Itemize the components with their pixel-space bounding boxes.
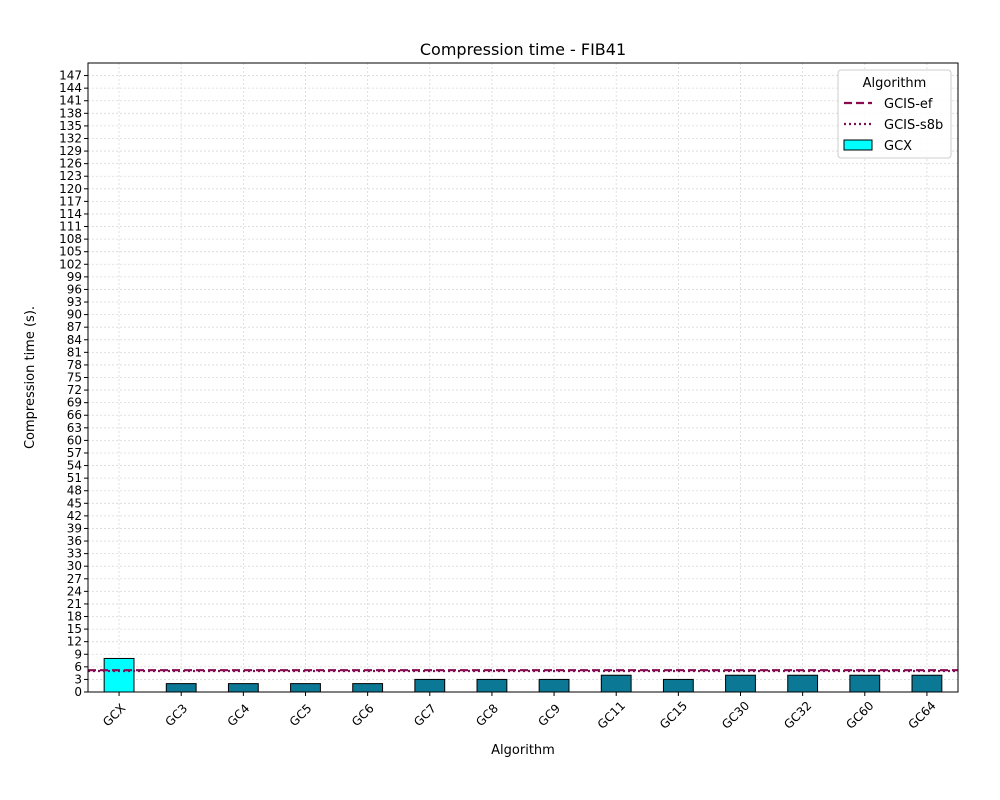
y-tick-label: 78: [67, 358, 82, 372]
y-tick-label: 99: [67, 270, 82, 284]
y-tick-label: 45: [67, 496, 82, 510]
legend-swatch: [843, 139, 873, 151]
x-tick-label: GCX: [100, 701, 128, 729]
x-tick-label: GC5: [287, 701, 315, 729]
x-tick-label: GC9: [535, 701, 563, 729]
y-tick-label: 114: [59, 207, 82, 221]
x-tick-label: GC3: [162, 701, 190, 729]
y-tick-label: 123: [59, 169, 82, 183]
y-tick-label: 132: [59, 131, 82, 145]
bar-gc30: [725, 674, 756, 693]
y-tick-label: 0: [74, 685, 82, 699]
legend-label: GCIS-s8b: [884, 118, 943, 133]
y-tick-label: 12: [67, 635, 82, 649]
y-tick-label: 18: [67, 610, 82, 624]
y-tick-label: 120: [59, 182, 82, 196]
x-tick-label: GC4: [225, 701, 253, 729]
y-tick-label: 84: [67, 333, 82, 347]
y-tick-label: 42: [67, 509, 82, 523]
bar-gc15: [662, 678, 694, 693]
y-tick-label: 9: [74, 647, 82, 661]
bar-gc9: [538, 678, 570, 693]
grid-lines: [88, 63, 958, 693]
plot-frame: [87, 62, 959, 693]
y-tick-label: 69: [67, 396, 82, 410]
x-tick-label: GC15: [657, 699, 690, 732]
y-tick-label: 3: [74, 672, 82, 686]
x-axis-ticks: GCX GC3 GC4 GC5 GC6 GC7 GC8 GC9 GC11 GC15 GC30 GC32…: [100, 692, 939, 732]
x-tick-label: GC30: [719, 699, 752, 732]
bars: [103, 657, 943, 693]
bar-gc7: [414, 678, 446, 693]
y-tick-label: 66: [67, 408, 82, 422]
bar-gc60: [849, 674, 881, 693]
y-tick-label: 21: [67, 597, 82, 611]
bar-gcx: [103, 657, 135, 693]
legend-title: Algorithm: [863, 76, 927, 91]
y-tick-label: 36: [67, 534, 82, 548]
y-tick-label: 54: [67, 459, 82, 473]
y-tick-label: 93: [67, 295, 82, 309]
y-tick-label: 147: [59, 69, 82, 83]
y-tick-label: 90: [67, 308, 82, 322]
bar-gc5: [290, 683, 321, 693]
y-tick-label: 72: [67, 383, 82, 397]
y-tick-label: 15: [67, 622, 82, 636]
y-tick-label: 96: [67, 282, 82, 296]
y-tick-label: 108: [59, 232, 82, 246]
x-tick-label: GC32: [781, 699, 814, 732]
x-tick-label: GC60: [843, 699, 876, 732]
legend-label: GCIS-ef: [884, 97, 933, 112]
y-tick-label: 6: [74, 660, 82, 674]
y-axis-ticks: 0369121518212427303336394245485154576063…: [59, 69, 88, 699]
chart-title: Compression time - FIB41: [420, 40, 626, 59]
y-tick-label: 51: [67, 471, 82, 485]
bar-gc64: [911, 674, 943, 693]
bar-gc11: [600, 674, 632, 693]
y-tick-label: 75: [67, 371, 82, 385]
y-tick-label: 126: [59, 157, 82, 171]
x-tick-label: GC7: [411, 701, 439, 729]
x-tick-label: GC8: [473, 701, 501, 729]
y-tick-label: 24: [67, 584, 82, 598]
bar-gc4: [227, 683, 259, 693]
y-tick-label: 129: [59, 144, 82, 158]
y-tick-label: 33: [67, 547, 82, 561]
y-tick-label: 27: [67, 572, 82, 586]
legend-label: GCX: [884, 139, 912, 154]
y-tick-label: 87: [67, 320, 82, 334]
y-tick-label: 81: [67, 345, 82, 359]
y-tick-label: 117: [59, 194, 82, 208]
y-tick-label: 144: [59, 81, 82, 95]
y-tick-label: 57: [67, 446, 82, 460]
y-tick-label: 135: [59, 119, 82, 133]
x-axis-title: Algorithm: [491, 743, 555, 758]
y-tick-label: 102: [59, 257, 82, 271]
y-tick-label: 48: [67, 484, 82, 498]
legend: Algorithm GCIS-ef GCIS-s8b GCX: [837, 69, 952, 159]
bar-gc3: [165, 683, 197, 693]
bar-gc8: [476, 678, 508, 693]
y-tick-label: 111: [59, 220, 82, 234]
y-tick-label: 60: [67, 433, 82, 447]
bar-gc32: [787, 674, 819, 693]
y-tick-label: 138: [59, 106, 82, 120]
x-tick-label: GC6: [349, 701, 377, 729]
legend-frame: [837, 69, 952, 159]
x-tick-label: GC64: [905, 699, 938, 732]
bar-gc6: [352, 683, 384, 693]
y-axis-title: Compression time (s).: [23, 306, 38, 449]
y-tick-label: 141: [59, 94, 82, 108]
y-tick-label: 105: [59, 245, 82, 259]
reference-lines: [88, 669, 958, 673]
y-tick-label: 39: [67, 521, 82, 535]
y-tick-label: 63: [67, 421, 82, 435]
x-tick-label: GC11: [595, 699, 628, 732]
y-tick-label: 30: [67, 559, 82, 573]
